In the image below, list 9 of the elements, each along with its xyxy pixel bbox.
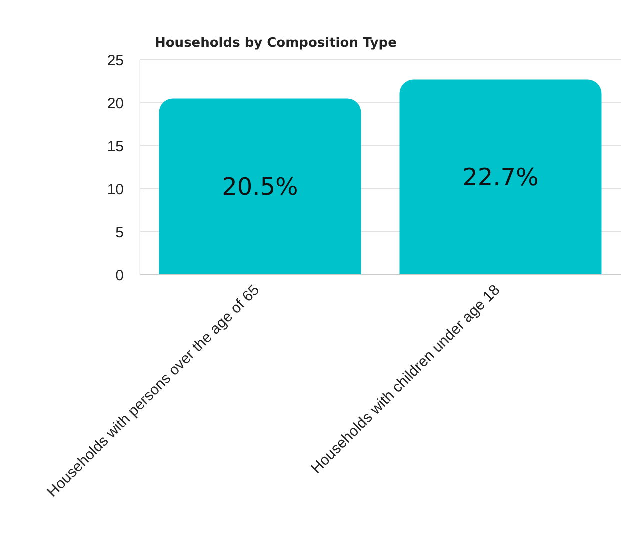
y-tick-label: 25 xyxy=(107,52,124,70)
y-tick-label: 5 xyxy=(116,224,124,242)
y-tick-label: 20 xyxy=(107,95,124,112)
y-tick-label: 15 xyxy=(107,138,124,156)
data-label: 20.5% xyxy=(222,172,298,201)
chart-title: Households by Composition Type xyxy=(155,36,397,51)
y-tick-label: 10 xyxy=(107,181,124,198)
data-label: 22.7% xyxy=(462,163,539,192)
y-tick-label: 0 xyxy=(116,267,124,284)
